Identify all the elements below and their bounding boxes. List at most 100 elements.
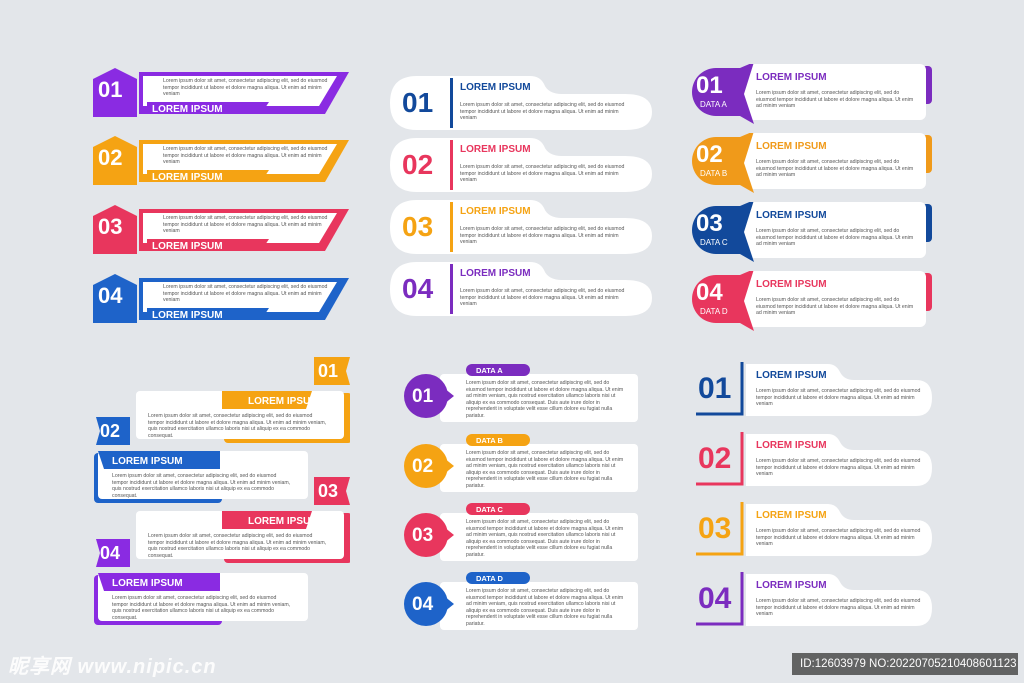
circle-card: 03 DATA C LOREM IPSUM Lorem ipsum dolor … bbox=[686, 202, 934, 262]
circle-card-shape bbox=[692, 271, 932, 331]
panel-flag-cards: 01 LOREM IPSUM Lorem ipsum dolor sit ame… bbox=[90, 355, 360, 630]
watermark-logo: 昵享网 www.nipic.cn bbox=[8, 656, 217, 678]
pill-number: 03 bbox=[402, 211, 434, 242]
tag-text: Lorem ipsum dolor sit amet, consectetur … bbox=[466, 588, 624, 627]
tag-label: DATA B bbox=[476, 436, 503, 445]
circle-subtitle: DATA C bbox=[700, 238, 728, 247]
circle-text: Lorem ipsum dolor sit amet, consectetur … bbox=[756, 228, 914, 248]
pill-text: Lorem ipsum dolor sit amet, consectetur … bbox=[460, 288, 625, 308]
banner-shape bbox=[93, 136, 349, 185]
flag-card-shape bbox=[136, 357, 350, 443]
banner-title: LOREM IPSUM bbox=[152, 104, 223, 115]
banner-item: 02 Lorem ipsum dolor sit amet, consectet… bbox=[93, 134, 353, 186]
flag-title: LOREM IPSUM bbox=[248, 396, 319, 407]
bracket-card: 04 LOREM IPSUM Lorem ipsum dolor sit ame… bbox=[694, 570, 934, 628]
circle-text: Lorem ipsum dolor sit amet, consectetur … bbox=[756, 90, 914, 110]
pill-shape bbox=[390, 138, 652, 192]
flag-card: 01 LOREM IPSUM Lorem ipsum dolor sit ame… bbox=[134, 355, 350, 445]
banner-title: LOREM IPSUM bbox=[152, 310, 223, 321]
circle-text: Lorem ipsum dolor sit amet, consectetur … bbox=[756, 159, 914, 179]
circle-number: 02 bbox=[696, 141, 723, 168]
banner-title: LOREM IPSUM bbox=[152, 241, 223, 252]
tag-card: DATA D 04 Lorem ipsum dolor sit amet, co… bbox=[400, 570, 645, 632]
banner-text: Lorem ipsum dolor sit amet, consectetur … bbox=[163, 284, 328, 304]
circle-title: LOREM IPSUM bbox=[756, 72, 827, 83]
banner-text: Lorem ipsum dolor sit amet, consectetur … bbox=[163, 78, 328, 98]
banner-number: 01 bbox=[98, 77, 123, 102]
flag-title: LOREM IPSUM bbox=[112, 456, 183, 467]
bracket-text: Lorem ipsum dolor sit amet, consectetur … bbox=[756, 388, 921, 408]
flag-number: 04 bbox=[100, 543, 121, 563]
circle-title: LOREM IPSUM bbox=[756, 141, 827, 152]
panel-bracket-cards: 01 LOREM IPSUM Lorem ipsum dolor sit ame… bbox=[694, 360, 934, 630]
tag-card: DATA A 01 Lorem ipsum dolor sit amet, co… bbox=[400, 362, 645, 424]
bracket-card-shape bbox=[696, 362, 932, 416]
tag-card-shape bbox=[404, 572, 638, 630]
banner-item: 01 Lorem ipsum dolor sit amet, consectet… bbox=[93, 66, 353, 118]
banner-text: Lorem ipsum dolor sit amet, consectetur … bbox=[163, 215, 328, 235]
circle-number: 01 bbox=[696, 72, 723, 99]
pill-shape bbox=[390, 76, 652, 130]
flag-number: 02 bbox=[100, 421, 121, 441]
pill-title: LOREM IPSUM bbox=[460, 144, 531, 155]
pill-card: 04 LOREM IPSUM Lorem ipsum dolor sit ame… bbox=[390, 262, 652, 316]
bracket-number: 01 bbox=[698, 372, 732, 405]
tag-number: 04 bbox=[412, 594, 434, 615]
watermark-id: ID:12603979 NO:20220705210408601123 bbox=[792, 653, 1018, 675]
circle-card: 04 DATA D LOREM IPSUM Lorem ipsum dolor … bbox=[686, 271, 934, 331]
panel-tag-cards: DATA A 01 Lorem ipsum dolor sit amet, co… bbox=[400, 362, 645, 632]
flag-text: Lorem ipsum dolor sit amet, consectetur … bbox=[112, 473, 291, 499]
tag-card-shape bbox=[404, 503, 638, 561]
tag-card-shape bbox=[404, 364, 638, 422]
bracket-card: 01 LOREM IPSUM Lorem ipsum dolor sit ame… bbox=[694, 360, 934, 418]
tag-label: DATA D bbox=[476, 574, 503, 583]
circle-subtitle: DATA D bbox=[700, 307, 728, 316]
bracket-title: LOREM IPSUM bbox=[756, 510, 827, 521]
tag-number: 02 bbox=[412, 456, 434, 477]
circle-subtitle: DATA B bbox=[700, 169, 728, 178]
tag-card-shape bbox=[404, 434, 638, 492]
pill-number: 02 bbox=[402, 149, 434, 180]
circle-text: Lorem ipsum dolor sit amet, consectetur … bbox=[756, 297, 914, 317]
circle-card-shape bbox=[692, 133, 932, 193]
flag-card: 02 LOREM IPSUM Lorem ipsum dolor sit ame… bbox=[94, 415, 310, 505]
circle-title: LOREM IPSUM bbox=[756, 279, 827, 290]
banner-shape bbox=[93, 274, 349, 323]
tag-number: 01 bbox=[412, 386, 434, 407]
bracket-card: 02 LOREM IPSUM Lorem ipsum dolor sit ame… bbox=[694, 430, 934, 488]
pill-card: 01 LOREM IPSUM Lorem ipsum dolor sit ame… bbox=[390, 76, 652, 130]
tag-number: 03 bbox=[412, 525, 434, 546]
circle-card: 02 DATA B LOREM IPSUM Lorem ipsum dolor … bbox=[686, 133, 934, 193]
flag-card-shape bbox=[94, 539, 308, 625]
flag-number: 01 bbox=[318, 361, 339, 381]
pill-card: 03 LOREM IPSUM Lorem ipsum dolor sit ame… bbox=[390, 200, 652, 254]
bracket-card-shape bbox=[696, 572, 932, 626]
tag-text: Lorem ipsum dolor sit amet, consectetur … bbox=[466, 380, 624, 419]
circle-card-shape bbox=[692, 64, 932, 124]
pill-text: Lorem ipsum dolor sit amet, consectetur … bbox=[460, 226, 625, 246]
bracket-number: 03 bbox=[698, 512, 732, 545]
banner-text: Lorem ipsum dolor sit amet, consectetur … bbox=[163, 146, 328, 166]
bracket-text: Lorem ipsum dolor sit amet, consectetur … bbox=[756, 598, 921, 618]
banner-number: 04 bbox=[98, 283, 123, 308]
circle-title: LOREM IPSUM bbox=[756, 210, 827, 221]
banner-title: LOREM IPSUM bbox=[152, 172, 223, 183]
pill-shape bbox=[390, 262, 652, 316]
flag-title: LOREM IPSUM bbox=[248, 516, 319, 527]
bracket-title: LOREM IPSUM bbox=[756, 580, 827, 591]
circle-card: 01 DATA A LOREM IPSUM Lorem ipsum dolor … bbox=[686, 64, 934, 124]
banner-shape bbox=[93, 205, 349, 254]
circle-number: 03 bbox=[696, 210, 723, 237]
bracket-number: 02 bbox=[698, 442, 732, 475]
banner-shape bbox=[93, 68, 349, 117]
banner-item: 04 Lorem ipsum dolor sit amet, consectet… bbox=[93, 272, 353, 324]
pill-shape bbox=[390, 200, 652, 254]
tag-card: DATA B 02 Lorem ipsum dolor sit amet, co… bbox=[400, 432, 645, 494]
banner-item: 03 Lorem ipsum dolor sit amet, consectet… bbox=[93, 203, 353, 255]
pill-text: Lorem ipsum dolor sit amet, consectetur … bbox=[460, 164, 625, 184]
bracket-title: LOREM IPSUM bbox=[756, 440, 827, 451]
flag-card: 04 LOREM IPSUM Lorem ipsum dolor sit ame… bbox=[94, 537, 310, 627]
bracket-card-shape bbox=[696, 502, 932, 556]
flag-card-shape bbox=[136, 477, 350, 563]
pill-title: LOREM IPSUM bbox=[460, 268, 531, 279]
